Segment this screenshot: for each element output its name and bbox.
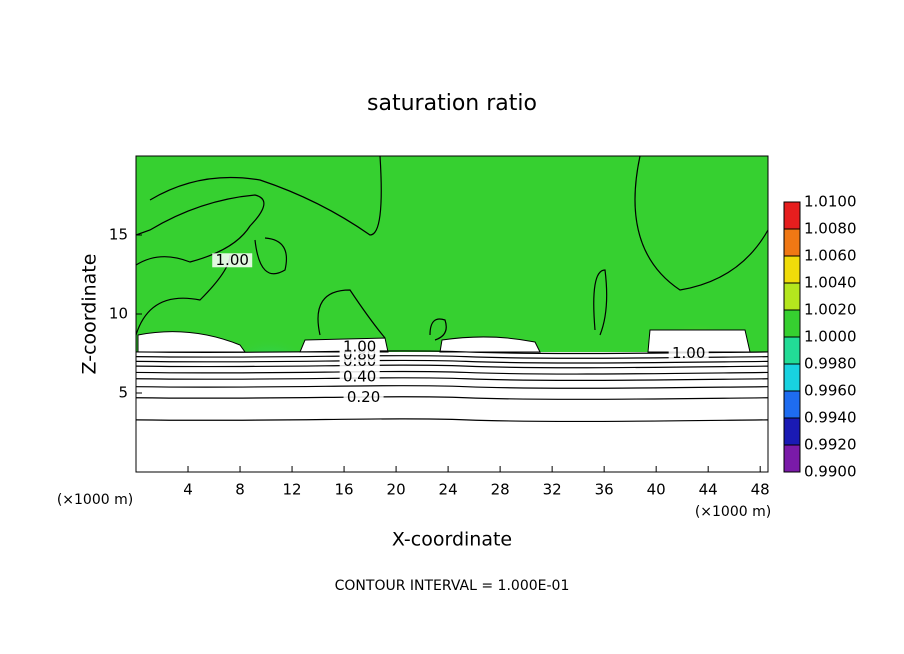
x-tick-label: 4 [183,481,193,499]
contour-label: 1.00 [343,338,376,356]
footer-note: CONTOUR INTERVAL = 1.000E-01 [335,578,570,594]
x-axis-label: X-coordinate [392,529,512,551]
contour-label-bg [212,253,253,268]
y-tick-label: 5 [118,384,128,402]
colorbar-tick-label: 0.9900 [804,463,857,481]
x-tick-label: 28 [491,481,510,499]
contour-line [135,350,769,355]
colorbar-tick-label: 1.0080 [804,220,857,238]
colorbar-swatch [784,391,800,418]
colorbar-tick-label: 0.9940 [804,409,857,427]
contour-line [135,355,769,359]
x-unit: (×1000 m) [57,492,133,508]
contour-line [135,418,769,423]
colorbar-swatch [784,256,800,283]
colorbar-tick-label: 1.0100 [804,193,857,211]
x-tick-label: 12 [283,481,302,499]
contour-line [135,377,769,381]
x-tick-label: 40 [647,481,666,499]
x-tick-label: 20 [387,481,406,499]
x-tick-label: 8 [235,481,245,499]
colorbar-tick-label: 0.9980 [804,355,857,373]
x-tick-label: 24 [439,481,458,499]
plot-area: 0.200.400.600.801.001.001.00 [135,155,769,473]
x-unit: (×1000 m) [695,504,771,520]
x-tick-label: 44 [699,481,718,499]
contour-label: 0.20 [347,388,380,406]
y-tick-label: 15 [109,226,128,244]
colorbar-swatch [784,445,800,472]
cloud-region [137,329,751,353]
colorbar-tick-label: 0.9920 [804,436,857,454]
colorbar-swatch [784,418,800,445]
contour-label: 0.40 [343,368,376,386]
colorbar-swatch [784,364,800,391]
contour-label-bg [339,370,380,385]
colorbar-swatch [784,310,800,337]
colorbar-tick-label: 1.0020 [804,301,857,319]
field-dry-region [136,352,768,472]
contour-label: 1.00 [672,344,705,362]
colorbar-tick-label: 1.0000 [804,328,857,346]
contour-line-decor [135,155,769,341]
colorbar-tick-label: 1.0060 [804,247,857,265]
y-tick-label: 10 [109,305,128,323]
contour-label-bg [343,390,384,405]
contour-line [135,370,769,375]
colorbar-swatch [784,229,800,256]
x-tick-label: 48 [751,481,770,499]
contour-line [135,396,769,400]
y-axis-label: Z-coordinate [79,254,101,375]
x-tick-label: 36 [595,481,614,499]
colorbar-tick-label: 1.0040 [804,274,857,292]
contour-line [135,364,769,369]
x-tick-label: 16 [335,481,354,499]
contour-label-bg [339,340,380,355]
contour-label: 1.00 [216,251,249,269]
colorbar-tick-label: 0.9960 [804,382,857,400]
colorbar-swatch [784,283,800,310]
contour-label-bg [668,346,709,361]
contour-line [135,385,769,389]
colorbar-swatch [784,202,800,229]
chart-title: saturation ratio [367,91,537,116]
colorbar-swatch [784,337,800,364]
contour-line [135,359,769,364]
x-tick-label: 32 [543,481,562,499]
